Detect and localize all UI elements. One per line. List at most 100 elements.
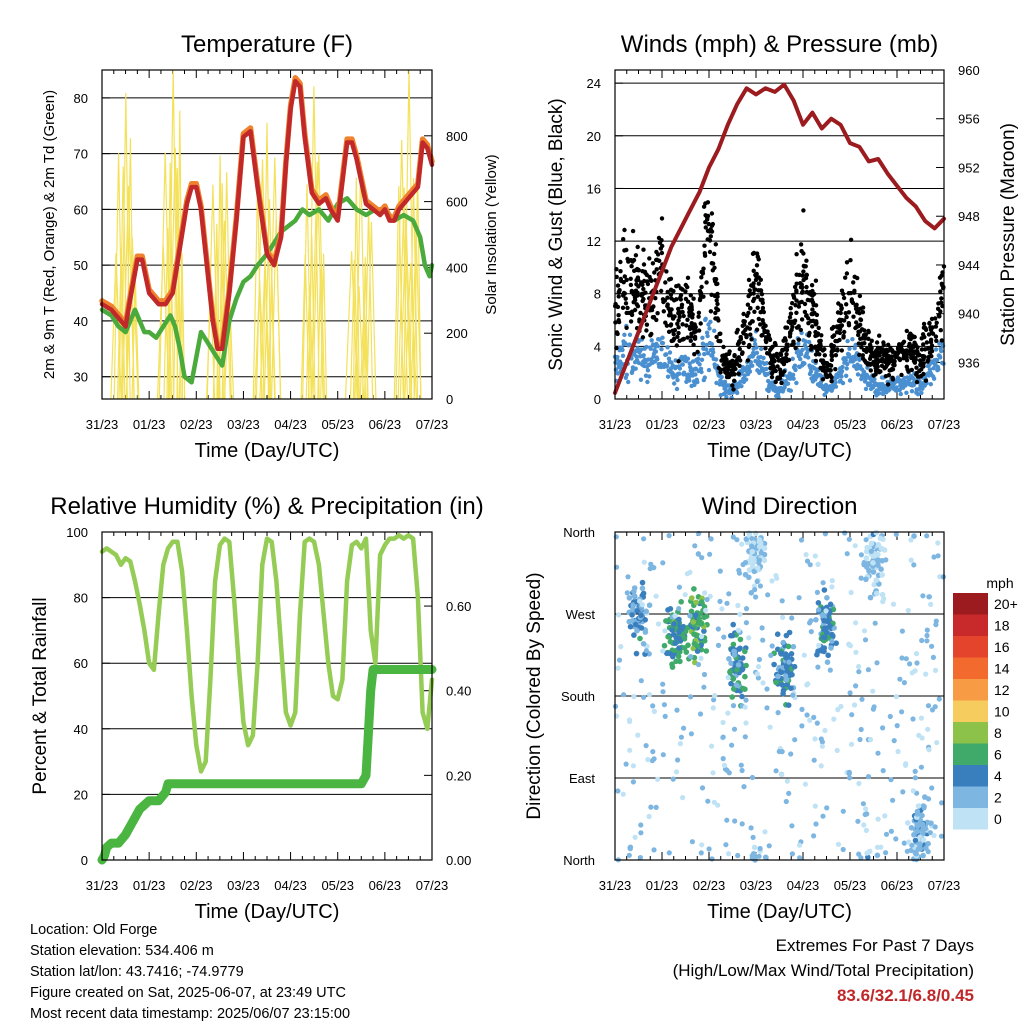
direction-point (675, 757, 681, 763)
solar-spike (125, 237, 139, 400)
gust-point (833, 367, 838, 372)
direction-point (911, 832, 917, 838)
wind-point (928, 382, 933, 387)
direction-point (913, 651, 920, 657)
gust-point (904, 328, 909, 334)
direction-point (827, 623, 833, 629)
direction-point (646, 602, 653, 608)
direction-point (749, 543, 755, 549)
direction-point (899, 709, 905, 715)
wind-point (636, 339, 641, 344)
gust-point (644, 328, 649, 333)
gust-point (654, 257, 660, 262)
direction-point (697, 711, 704, 717)
direction-point (878, 566, 884, 572)
temp-xtick-label-1: 01/23 (133, 417, 166, 432)
direction-point (796, 595, 802, 601)
direction-point (918, 715, 925, 721)
gust-point (826, 367, 831, 373)
direction-point (874, 852, 881, 859)
direction-point (637, 635, 643, 642)
direction-point (666, 850, 672, 856)
gust-point (754, 271, 759, 277)
direction-point (909, 670, 915, 676)
gust-point (664, 323, 670, 328)
direction-point (924, 627, 930, 633)
direction-point (814, 720, 820, 726)
wind-point (839, 368, 845, 374)
gust-point (715, 301, 720, 307)
wind-ylabel: Sonic Wind & Gust (Blue, Black) (546, 98, 567, 370)
direction-point (746, 574, 752, 581)
gust-point (810, 307, 815, 312)
direction-point (720, 734, 726, 740)
dir-xtick-label-0: 31/23 (599, 878, 632, 893)
direction-point (829, 638, 835, 644)
wind-point (761, 355, 766, 361)
direction-point (864, 811, 870, 817)
gust-point (622, 274, 627, 279)
solar-series-day-4 (300, 86, 328, 400)
wind-point (627, 342, 632, 347)
wind-point (708, 319, 713, 324)
gust-point (650, 261, 656, 266)
direction-point (905, 607, 911, 614)
direction-point (739, 693, 745, 700)
gust-point (674, 343, 679, 348)
gust-point (791, 341, 796, 346)
direction-point (769, 643, 775, 649)
direction-point (643, 743, 649, 749)
direction-point (676, 616, 682, 623)
direction-point (891, 738, 897, 744)
gust-point (681, 313, 686, 319)
direction-point (698, 655, 704, 661)
gust-point (709, 292, 714, 297)
direction-point (638, 678, 644, 684)
gust-point (804, 258, 809, 263)
gust-point (628, 319, 634, 324)
temp-ytick-right-label-0: 0 (446, 392, 453, 407)
direction-point (858, 855, 864, 861)
direction-point (792, 737, 798, 743)
gust-point (812, 345, 818, 350)
gust-point (890, 375, 895, 380)
direction-point (680, 623, 687, 630)
direction-point (724, 817, 730, 823)
gust-point (909, 367, 914, 373)
gust-point (777, 376, 783, 381)
wind-point (840, 364, 845, 370)
gust-point (623, 296, 628, 301)
gust-point (670, 316, 676, 321)
gust-point (678, 297, 683, 302)
direction-point (710, 705, 716, 711)
direction-point (928, 820, 934, 826)
gust-point (659, 288, 664, 294)
direction-point (829, 578, 835, 584)
gust-point (854, 324, 859, 330)
direction-point (788, 685, 794, 691)
gust-point (649, 307, 655, 313)
direction-point (789, 851, 796, 857)
gust-point (837, 330, 843, 336)
direction-point (623, 761, 629, 767)
wind-point (697, 362, 702, 367)
direction-point (765, 592, 771, 598)
direction-point (756, 557, 763, 563)
gust-point (775, 355, 780, 360)
direction-point (783, 673, 789, 679)
direction-point (728, 680, 734, 687)
direction-point (762, 829, 768, 835)
rh-plot-border (101, 531, 433, 861)
direction-point (660, 752, 666, 758)
gust-point (783, 325, 788, 330)
gust-point (714, 334, 719, 340)
direction-point (631, 694, 637, 700)
gust-point (736, 371, 741, 376)
gust-point (754, 327, 760, 332)
direction-point (767, 724, 773, 730)
direction-point (773, 573, 779, 579)
direction-point (773, 768, 779, 774)
direction-point (760, 680, 766, 686)
direction-point (743, 606, 750, 612)
wind-point (833, 380, 838, 385)
